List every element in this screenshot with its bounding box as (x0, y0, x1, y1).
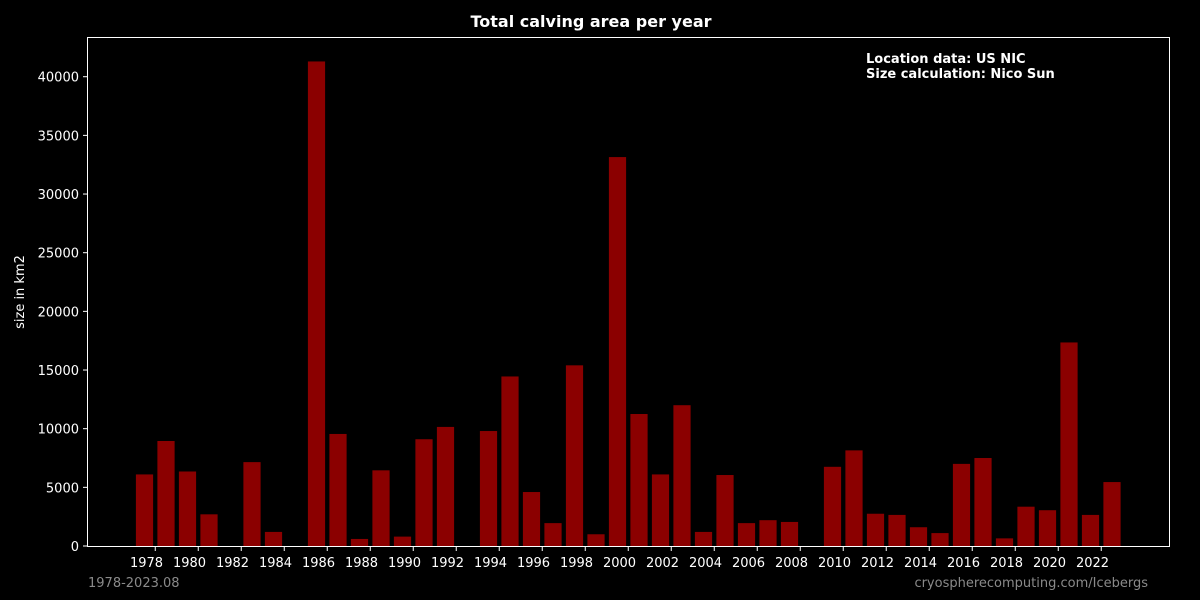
bar-1979 (157, 441, 175, 546)
x-tick-label: 1996 (517, 556, 550, 571)
bar-1990 (393, 536, 412, 546)
x-tick-label: 1992 (431, 556, 464, 571)
y-tick-label: 10000 (38, 423, 79, 438)
bar-2021 (1060, 342, 1078, 546)
bar-2007 (759, 520, 777, 546)
bar-2011 (845, 450, 863, 546)
y-tick-label: 25000 (38, 247, 79, 262)
bar-1981 (200, 514, 218, 546)
x-tick-label: 2010 (818, 556, 851, 571)
bar-1996 (522, 492, 541, 546)
x-tick-label: 2020 (1033, 556, 1066, 571)
bar-2012 (866, 513, 885, 546)
bar-2018 (995, 538, 1014, 546)
y-axis-label: size in km2 (13, 255, 28, 329)
bar-1991 (415, 439, 433, 546)
x-tick-label: 2002 (646, 556, 679, 571)
bars-group (135, 61, 1121, 547)
bar-2003 (673, 405, 691, 546)
bar-2005 (716, 475, 734, 546)
bar-2016 (952, 463, 971, 546)
x-tick-label: 2006 (732, 556, 765, 571)
x-tick-label: 2018 (990, 556, 1023, 571)
x-tick-label: 1994 (474, 556, 507, 571)
footer-source-url: cryospherecomputing.com/Icebergs (914, 576, 1148, 591)
y-tick-label: 40000 (38, 71, 79, 86)
bar-2015 (931, 533, 949, 546)
bar-1994 (479, 431, 498, 546)
bar-2008 (780, 521, 799, 546)
x-axis: 1978 1980 1982 1984 1986 1988 1990 1992 1994 1996… (130, 546, 1109, 571)
bar-2020 (1038, 510, 1057, 546)
bar-2006 (737, 523, 756, 546)
y-tick-label: 35000 (38, 129, 79, 144)
x-tick-label: 2000 (603, 556, 636, 571)
bar-2017 (974, 458, 992, 546)
bar-2004 (694, 531, 713, 546)
bar-2022 (1081, 514, 1100, 546)
bar-2010 (823, 466, 842, 546)
bar-1992 (436, 426, 455, 546)
x-tick-label: 2016 (947, 556, 980, 571)
x-tick-label: 1984 (259, 556, 292, 571)
bar-1983 (243, 462, 261, 546)
bar-1978 (135, 474, 154, 546)
bar-1999 (587, 534, 605, 546)
chart-title: Total calving area per year (470, 12, 711, 31)
y-tick-label: 20000 (38, 305, 79, 320)
bar-2002 (651, 474, 670, 546)
bar-2001 (630, 414, 648, 546)
bar-1980 (178, 471, 197, 546)
bar-2023 (1103, 482, 1121, 546)
x-tick-label: 1988 (345, 556, 378, 571)
bar-1989 (372, 470, 390, 546)
x-tick-label: 2004 (689, 556, 722, 571)
y-tick-label: 5000 (46, 481, 79, 496)
bar-2019 (1017, 506, 1035, 546)
x-tick-label: 1986 (302, 556, 335, 571)
x-tick-label: 1990 (388, 556, 421, 571)
x-tick-label: 2022 (1076, 556, 1109, 571)
annotation-location-data: Location data: US NIC (866, 52, 1026, 67)
x-tick-label: 1978 (130, 556, 163, 571)
bar-1997 (544, 523, 562, 546)
y-tick-label: 0 (71, 540, 79, 555)
annotation-size-calculation: Size calculation: Nico Sun (866, 67, 1055, 82)
x-tick-label: 2008 (775, 556, 808, 571)
y-tick-label: 30000 (38, 188, 79, 203)
bar-2013 (888, 514, 906, 546)
bar-2000 (608, 157, 627, 546)
y-tick-label: 15000 (38, 364, 79, 379)
bar-1987 (329, 433, 347, 546)
bar-1998 (565, 365, 584, 546)
x-tick-label: 1998 (560, 556, 593, 571)
bar-1995 (501, 376, 519, 546)
x-tick-label: 2014 (904, 556, 937, 571)
x-tick-label: 2012 (861, 556, 894, 571)
y-axis: 0 5000 10000 15000 20000 25000 30000 35000 40000 (38, 71, 88, 555)
bar-2014 (909, 527, 928, 546)
x-tick-label: 1980 (173, 556, 206, 571)
footer-date-range: 1978-2023.08 (88, 576, 180, 591)
bar-1984 (264, 531, 283, 546)
bar-1988 (350, 538, 369, 546)
bar-1986 (307, 61, 326, 547)
x-tick-label: 1982 (216, 556, 249, 571)
